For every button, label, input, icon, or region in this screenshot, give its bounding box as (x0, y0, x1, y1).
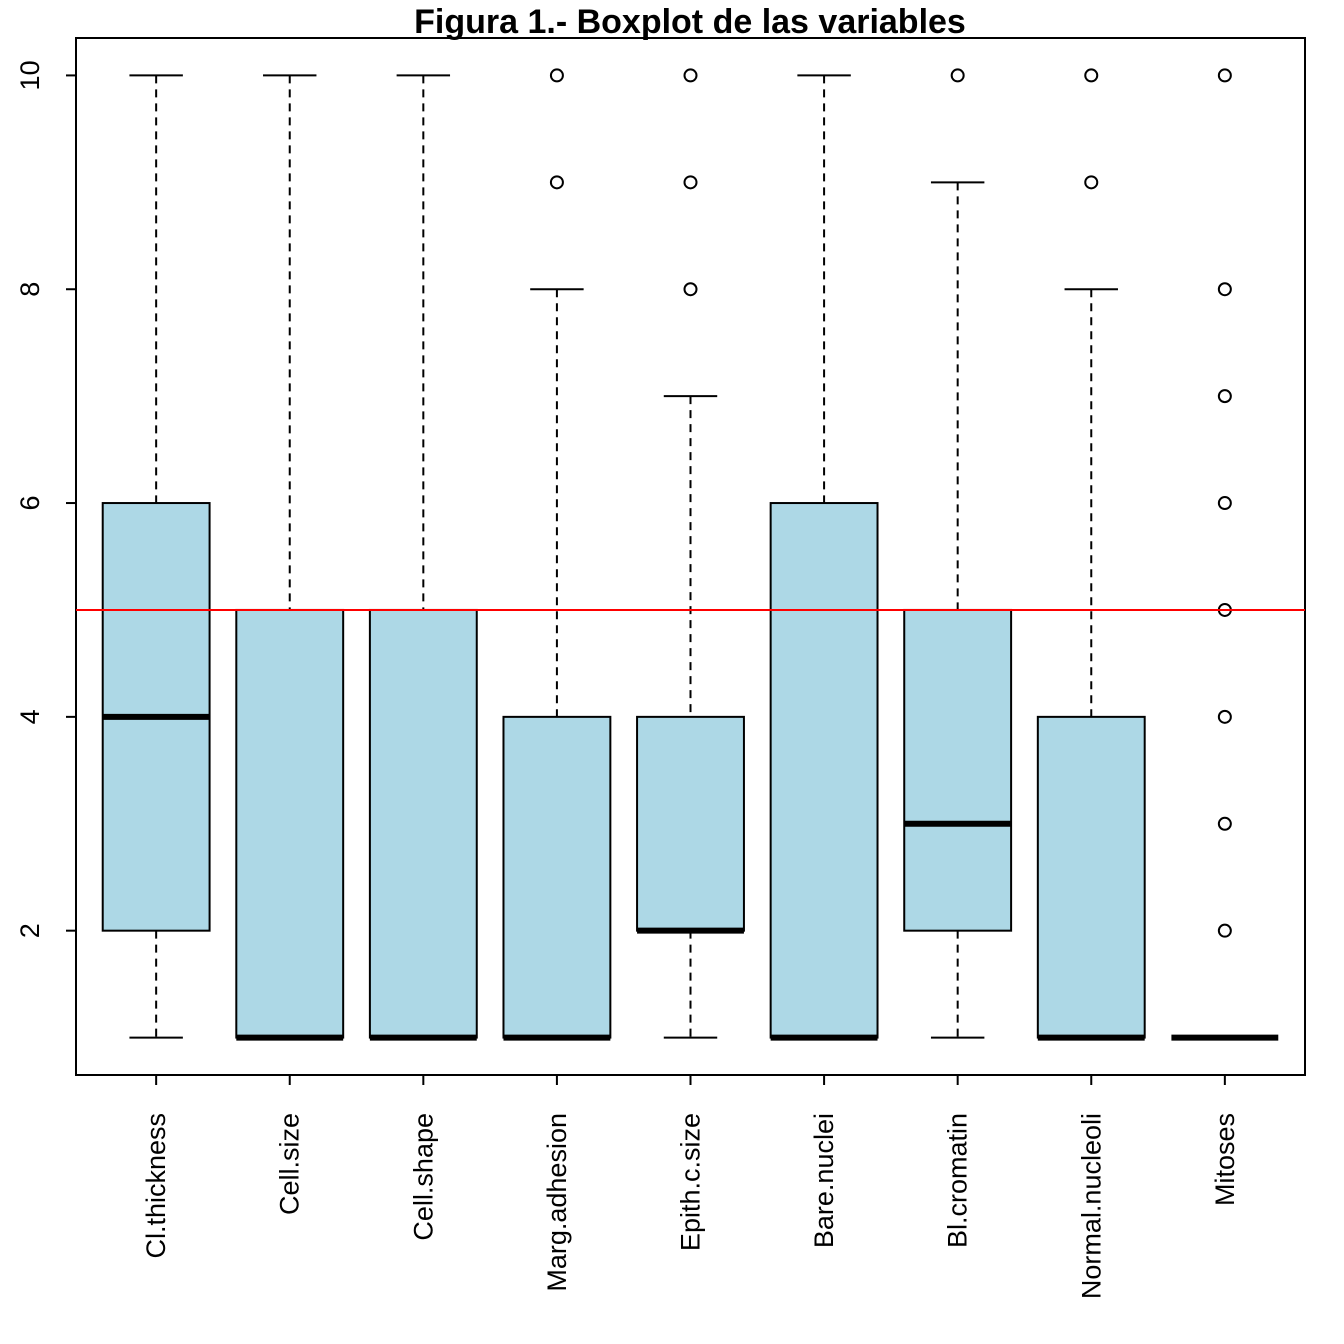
outlier-point (549, 175, 564, 190)
box-cell-size (235, 74, 345, 1041)
box-cell-shape (368, 74, 478, 1041)
y-tick-label: 6 (15, 496, 45, 511)
x-tick-label: Bare.nuclei (809, 1113, 839, 1248)
outlier-point (1217, 496, 1232, 511)
box-marg-adhesion (502, 68, 612, 1041)
x-tick-label: Bl.cromatin (943, 1113, 973, 1248)
outlier-point (1217, 68, 1232, 83)
box-body (769, 502, 879, 1039)
box-body (235, 608, 345, 1039)
y-tick-label: 4 (15, 709, 45, 724)
y-tick-label: 10 (15, 60, 45, 90)
x-tick-label: Cell.size (275, 1113, 305, 1215)
x-tick-label: Cell.shape (408, 1113, 438, 1241)
x-tick-label: Marg.adhesion (542, 1113, 572, 1292)
outlier-point (1084, 175, 1099, 190)
box-body (636, 715, 745, 932)
box-normal-nucleoli (1036, 68, 1146, 1041)
outlier-point (549, 68, 564, 83)
outlier-point (683, 175, 698, 190)
box-epith-c-size (636, 68, 745, 1039)
outlier-point (950, 68, 965, 83)
y-tick-label: 8 (15, 282, 45, 297)
outlier-point (1217, 282, 1232, 297)
box-bl-cromatin (903, 68, 1013, 1039)
box-mitoses (1171, 68, 1279, 1041)
box-cl-thickness (101, 74, 211, 1039)
boxes-group (101, 68, 1279, 1041)
y-axis: 2 4 6 8 10 (15, 60, 76, 938)
box-body (368, 608, 478, 1039)
box-body (502, 715, 612, 1039)
x-tick-label: Cl.thickness (141, 1113, 171, 1259)
outlier-point (1084, 68, 1099, 83)
outlier-point (1217, 923, 1232, 938)
x-tick-label: Mitoses (1210, 1113, 1240, 1206)
x-tick-label: Epith.c.size (676, 1113, 706, 1251)
outlier-point (1217, 709, 1232, 724)
chart-title: Figura 1.- Boxplot de las variables (414, 3, 966, 41)
x-tick-label: Normal.nucleoli (1076, 1113, 1106, 1299)
outlier-point (1217, 816, 1232, 831)
box-body (1036, 715, 1146, 1039)
x-axis: Cl.thickness Cell.size Cell.shape Marg.adhe… (141, 1075, 1240, 1299)
outlier-point (1217, 389, 1232, 404)
y-tick-label: 2 (15, 923, 45, 938)
outlier-point (683, 68, 698, 83)
box-body (903, 608, 1013, 932)
box-bare-nuclei (769, 74, 879, 1041)
outlier-point (683, 282, 698, 297)
